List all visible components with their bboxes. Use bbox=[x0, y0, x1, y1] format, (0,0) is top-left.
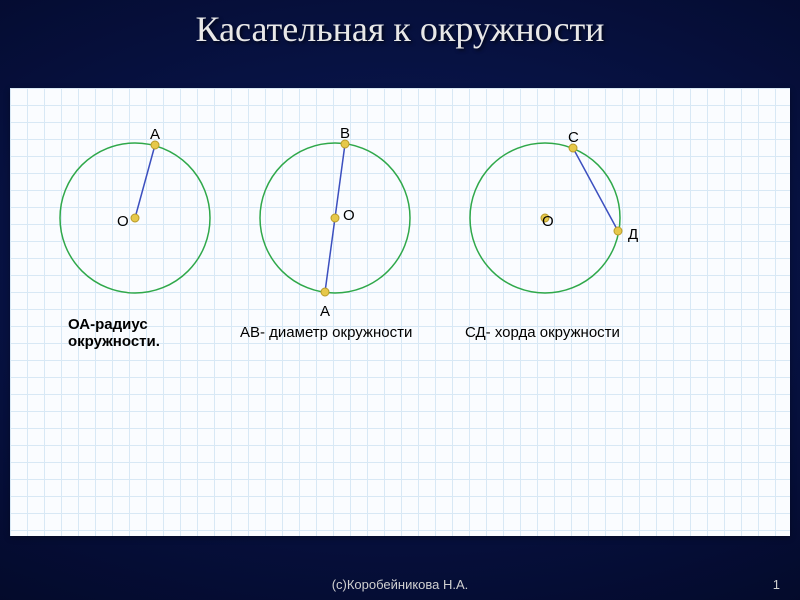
point-label: Д bbox=[628, 226, 638, 243]
point-marker bbox=[614, 227, 622, 235]
point-marker bbox=[131, 214, 139, 222]
segment bbox=[135, 145, 155, 218]
segment bbox=[573, 148, 618, 231]
geometry-svg bbox=[10, 88, 790, 536]
point-marker bbox=[331, 214, 339, 222]
point-label: О bbox=[117, 213, 129, 230]
caption-radius: ОА-радиусокружности. bbox=[68, 316, 160, 350]
point-label: А bbox=[150, 126, 160, 143]
slide-title: Касательная к окружности bbox=[0, 8, 800, 50]
point-label: В bbox=[340, 125, 350, 142]
point-marker bbox=[321, 288, 329, 296]
point-label: С bbox=[568, 129, 579, 146]
point-label: О bbox=[542, 213, 554, 230]
caption-chord: СД- хорда окружности bbox=[465, 324, 620, 341]
caption-diameter: АВ- диаметр окружности bbox=[240, 324, 412, 341]
diagrams-container: О А ОА-радиусокружности. О В А АВ- диаметр окр… bbox=[10, 88, 790, 536]
page-number: 1 bbox=[773, 577, 780, 592]
point-label: О bbox=[343, 207, 355, 224]
grid-canvas: О А ОА-радиусокружности. О В А АВ- диаметр окр… bbox=[10, 88, 790, 536]
footer-author: (с)Коробейникова Н.А. bbox=[0, 577, 800, 592]
point-label: А bbox=[320, 303, 330, 320]
